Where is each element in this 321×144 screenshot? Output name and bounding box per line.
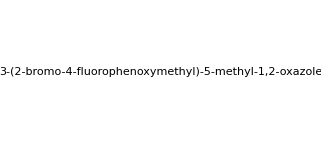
Text: 3-(2-bromo-4-fluorophenoxymethyl)-5-methyl-1,2-oxazole: 3-(2-bromo-4-fluorophenoxymethyl)-5-meth…	[0, 67, 321, 77]
